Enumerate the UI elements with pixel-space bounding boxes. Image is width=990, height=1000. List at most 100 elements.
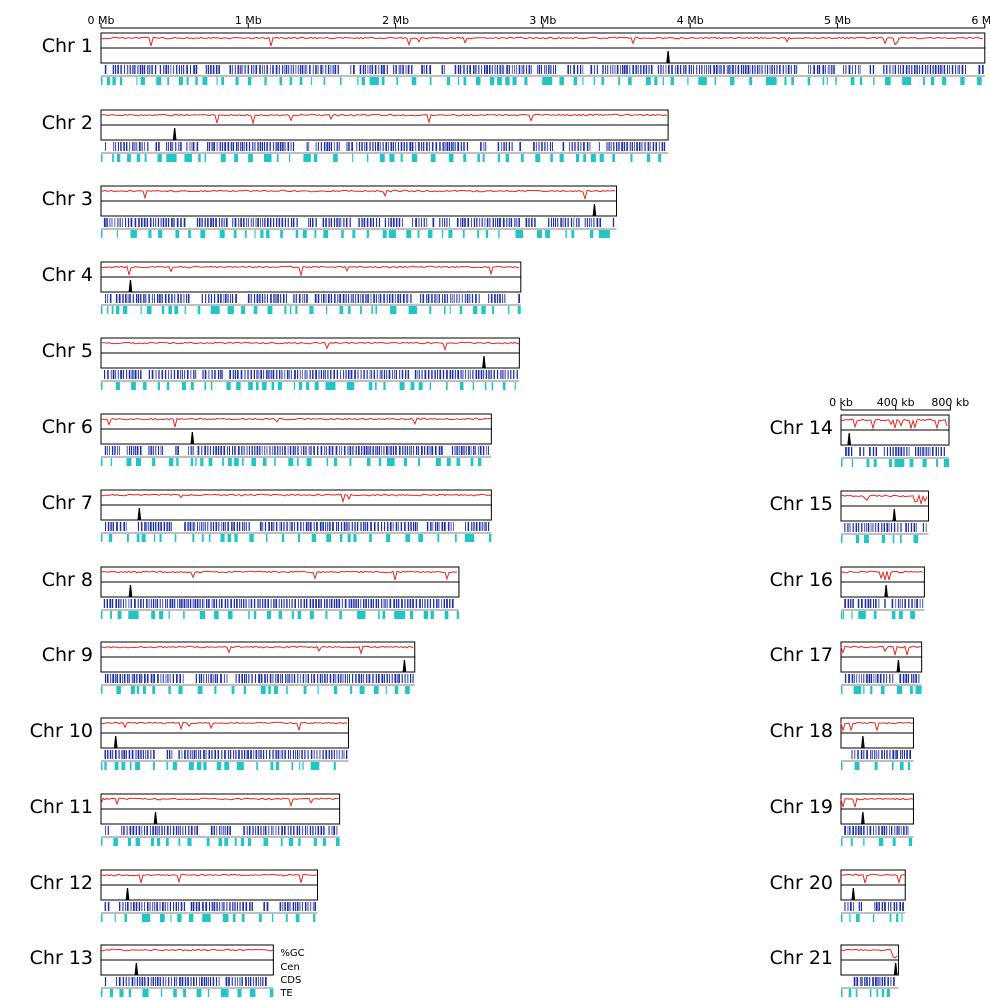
cds-feature — [215, 977, 218, 986]
te-feature — [110, 611, 112, 619]
cds-feature — [348, 522, 350, 531]
te-feature — [126, 534, 129, 542]
cds-feature — [444, 294, 446, 303]
te-feature — [618, 77, 621, 85]
cds-feature — [400, 65, 402, 74]
cds-feature — [892, 65, 894, 74]
cds-feature — [234, 218, 237, 227]
te-feature — [177, 914, 182, 922]
cds-feature — [110, 370, 112, 379]
chromosome-label: Chr 5 — [42, 340, 93, 362]
cds-feature — [165, 977, 167, 986]
cds-feature — [916, 65, 918, 74]
gc-content-line — [100, 36, 984, 47]
cds-feature — [253, 599, 256, 608]
cds-feature — [185, 599, 187, 608]
te-feature — [183, 611, 185, 619]
gc-track-frame — [840, 641, 923, 658]
cds-feature — [378, 218, 381, 227]
cds-feature — [284, 446, 286, 455]
cds-feature — [137, 370, 139, 379]
te-feature — [260, 686, 266, 694]
te-feature — [161, 306, 165, 314]
cds-feature — [911, 599, 913, 608]
cds-feature — [607, 65, 609, 74]
cds-feature — [386, 674, 388, 683]
cds-feature — [899, 599, 901, 608]
cds-feature — [184, 977, 187, 986]
cds-feature — [342, 294, 345, 303]
cds-feature — [362, 65, 365, 74]
te-feature — [214, 611, 219, 619]
cds-feature — [683, 65, 685, 74]
cds-feature — [156, 902, 158, 911]
te-feature — [101, 306, 103, 314]
cds-feature — [150, 522, 152, 531]
cds-feature — [577, 142, 579, 151]
te-feature — [196, 762, 202, 770]
cds-feature — [504, 370, 506, 379]
te-feature — [514, 382, 516, 390]
cds-feature — [210, 218, 212, 227]
gc-track-frame — [840, 490, 929, 507]
cds-feature — [855, 523, 858, 532]
cds-feature — [446, 142, 449, 151]
cds-feature — [396, 674, 398, 683]
te-feature — [583, 154, 587, 162]
cds-feature — [875, 523, 877, 532]
chromosome-label: Chr 8 — [42, 569, 93, 591]
chromosome-label: Chr 17 — [770, 644, 833, 666]
cds-feature — [322, 674, 323, 683]
cds-feature — [166, 522, 168, 531]
cds-feature — [195, 902, 198, 911]
cds-feature — [317, 446, 319, 455]
cds-feature — [195, 750, 197, 759]
cds-feature — [514, 65, 516, 74]
cds-feature — [219, 826, 221, 835]
te-feature — [101, 686, 103, 694]
cds-feature — [351, 522, 353, 531]
cds-feature — [866, 750, 868, 759]
cds-feature — [322, 750, 324, 759]
cds-feature — [226, 446, 228, 455]
te-feature — [325, 611, 328, 619]
cds-feature — [325, 750, 328, 759]
cds-feature — [167, 218, 170, 227]
cds-feature — [160, 446, 162, 455]
cds-feature — [343, 750, 345, 759]
cds-feature — [159, 902, 161, 911]
cds-feature — [435, 142, 438, 151]
cds-feature — [248, 599, 250, 608]
te-feature — [662, 77, 664, 85]
cds-feature — [407, 294, 409, 303]
cds-feature — [507, 370, 509, 379]
cds-feature — [883, 674, 885, 683]
cds-feature — [244, 370, 246, 379]
cds-feature — [305, 674, 307, 683]
cds-feature — [480, 370, 483, 379]
cds-feature — [251, 446, 253, 455]
cds-feature — [135, 826, 138, 835]
chromosome-panel: Chr 17 — [770, 641, 923, 694]
cds-feature — [182, 826, 184, 835]
cds-feature — [320, 65, 322, 74]
te-feature — [289, 154, 291, 162]
gc-content-line — [840, 418, 948, 430]
cds-feature — [394, 294, 396, 303]
cds-feature — [877, 977, 879, 986]
cds-feature — [245, 902, 248, 911]
cds-feature — [867, 599, 870, 608]
cds-feature — [286, 599, 288, 608]
cds-feature — [229, 750, 232, 759]
cds-feature — [215, 522, 218, 531]
cds-feature — [266, 674, 268, 683]
cds-feature — [199, 522, 201, 531]
cds-feature — [263, 65, 265, 74]
te-feature — [242, 458, 244, 466]
cds-feature — [201, 294, 203, 303]
cds-feature — [272, 446, 274, 455]
cds-feature — [349, 446, 352, 455]
cds-feature — [197, 522, 198, 531]
cds-feature — [286, 370, 289, 379]
